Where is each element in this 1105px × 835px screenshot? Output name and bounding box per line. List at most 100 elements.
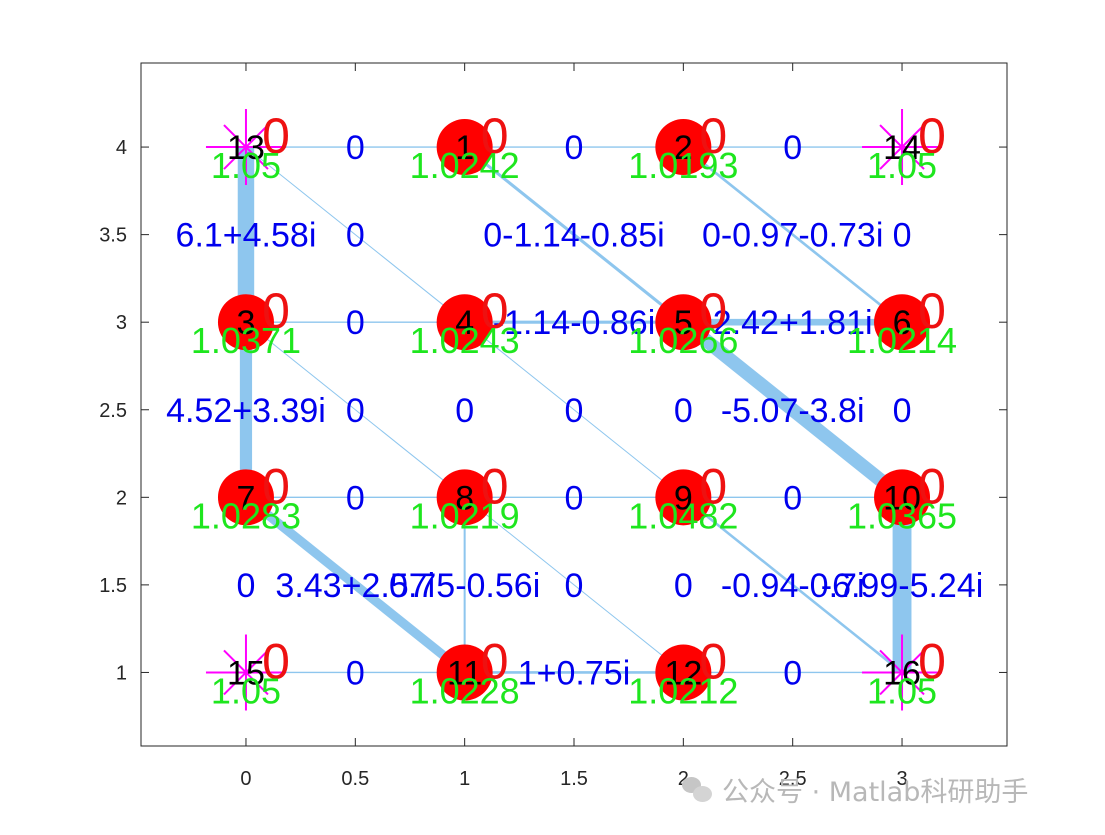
edge-label: 6.1+4.58i (176, 217, 317, 255)
edge-label: 0-0.97-0.73i (702, 217, 883, 255)
node-id-label: 2 (674, 129, 693, 167)
bus-node (436, 294, 493, 351)
tick-layer: 0 0.5 1 1.5 2 2.5 3 1 1.5 2 2.5 3 3.5 4 (99, 63, 1007, 790)
node-zero-label: 0 (699, 633, 727, 689)
edge-line (245, 146, 465, 323)
edge-label: -6.99-5.24i (821, 567, 984, 605)
edge-label: 2.42+1.81i (713, 304, 873, 342)
node-zero-label: 0 (699, 458, 727, 514)
node-voltage-label: 1.0482 (628, 495, 738, 536)
edge-label: 0 (565, 129, 584, 167)
edge-label: 0 (783, 129, 802, 167)
node-zero-label: 0 (481, 283, 509, 339)
y-tick-label: 2 (116, 487, 127, 509)
edge-line (245, 321, 465, 498)
node-zero-label: 0 (699, 283, 727, 339)
node-voltage-label: 1.0365 (847, 495, 957, 536)
edge-line (463, 145, 685, 324)
node-zero-label: 0 (481, 458, 509, 514)
x-tick-label: 3 (896, 768, 907, 790)
x-tick-label: 1.5 (560, 768, 588, 790)
edge-label: 1+0.75i (518, 654, 631, 692)
bus-node (436, 119, 493, 176)
edge-label: 0 (565, 479, 584, 517)
node-zero-label: 0 (918, 458, 946, 514)
edge-label: 0 (783, 479, 802, 517)
edge-line (679, 316, 907, 503)
bus-node (217, 469, 274, 526)
edge-line (464, 321, 684, 498)
label-layer: 0 0 0 6.1+4.58i 0 0-1.14-0.85i 0-0.97-0.73i 0 0 -… (166, 108, 983, 711)
bus-node (655, 469, 712, 526)
node-id-label: 15 (227, 654, 265, 692)
source-marker-d2 (223, 649, 269, 696)
node-id-label: 8 (455, 479, 474, 517)
node-voltage-label: 1.05 (867, 145, 937, 186)
edge-label: 0 (346, 304, 365, 342)
y-tick-label: 4 (116, 137, 127, 159)
node-id-label: 4 (455, 304, 474, 342)
node-id-label: 10 (883, 479, 921, 517)
node-id-label: 6 (893, 304, 912, 342)
node-zero-label: 0 (481, 108, 509, 164)
y-tick-label: 2.5 (99, 400, 127, 422)
node-voltage-label: 1.0266 (628, 320, 738, 361)
y-tick-label: 1.5 (99, 575, 127, 597)
edge-line (682, 496, 903, 674)
node-voltage-label: 1.0283 (191, 495, 301, 536)
source-marker-d2 (879, 124, 925, 170)
edge-label: 0 (674, 567, 693, 605)
x-tick-label: 0.5 (341, 768, 369, 790)
node-id-label: 16 (883, 654, 921, 692)
bus-node (217, 294, 274, 351)
node-id-label: 7 (237, 479, 256, 517)
node-zero-label: 0 (918, 283, 946, 339)
x-tick-label: 2.5 (779, 768, 807, 790)
node-voltage-label: 1.0228 (410, 670, 520, 711)
bus-node (655, 294, 712, 351)
node-id-label: 11 (447, 654, 482, 692)
node-voltage-label: 1.0242 (410, 145, 520, 186)
edge-label: 0-1.14-0.85i (483, 217, 664, 255)
source-marker-d2 (879, 649, 925, 696)
node-zero-label: 0 (699, 108, 727, 164)
axes-box (140, 62, 1008, 747)
edge-label: 3.43+2.57i (275, 567, 435, 605)
node-voltage-label: 1.0214 (847, 320, 957, 361)
node-zero-label: 0 (262, 283, 290, 339)
node-voltage-label: 1.0371 (191, 320, 301, 361)
wechat-icon (682, 776, 712, 803)
bus-node (436, 469, 493, 526)
edge-label: 0 (565, 567, 584, 605)
edge-label: 0 (346, 654, 365, 692)
watermark-text: 公众号 · Matlab科研助手 (722, 777, 1029, 808)
node-voltage-label: 1.0219 (410, 495, 520, 536)
edge-label: 0 (346, 217, 365, 255)
node-voltage-label: 1.05 (867, 670, 937, 711)
edge-label: 4.52+3.39i (166, 392, 326, 430)
x-tick-label: 1 (459, 768, 470, 790)
node-voltage-label: 1.05 (211, 670, 281, 711)
y-tick-label: 3 (116, 312, 127, 334)
edge-line (243, 493, 468, 677)
node-zero-label: 0 (918, 633, 946, 689)
y-tick-label: 3.5 (99, 225, 127, 247)
edge-label: 0.75-0.56i (389, 567, 540, 605)
edge-label: 0 (346, 392, 365, 430)
node-voltage-label: 1.05 (211, 145, 281, 186)
watermark: 公众号 · Matlab科研助手 (682, 770, 1028, 809)
edge-label: 0 (893, 392, 912, 430)
bus-node (874, 294, 931, 351)
bus-node (874, 469, 931, 526)
y-tick-label: 1 (116, 662, 127, 684)
node-zero-label: 0 (918, 108, 946, 164)
source-marker-d2 (223, 124, 269, 170)
edge-label: -1.14-0.86i (493, 304, 656, 342)
edge-label: 0 (346, 479, 365, 517)
node-zero-label: 0 (262, 633, 290, 689)
edge-label: -0.94-0.7i (721, 567, 865, 605)
edge-line (464, 496, 684, 673)
edge-label: 0 (346, 129, 365, 167)
edge-label: 0 (565, 392, 584, 430)
